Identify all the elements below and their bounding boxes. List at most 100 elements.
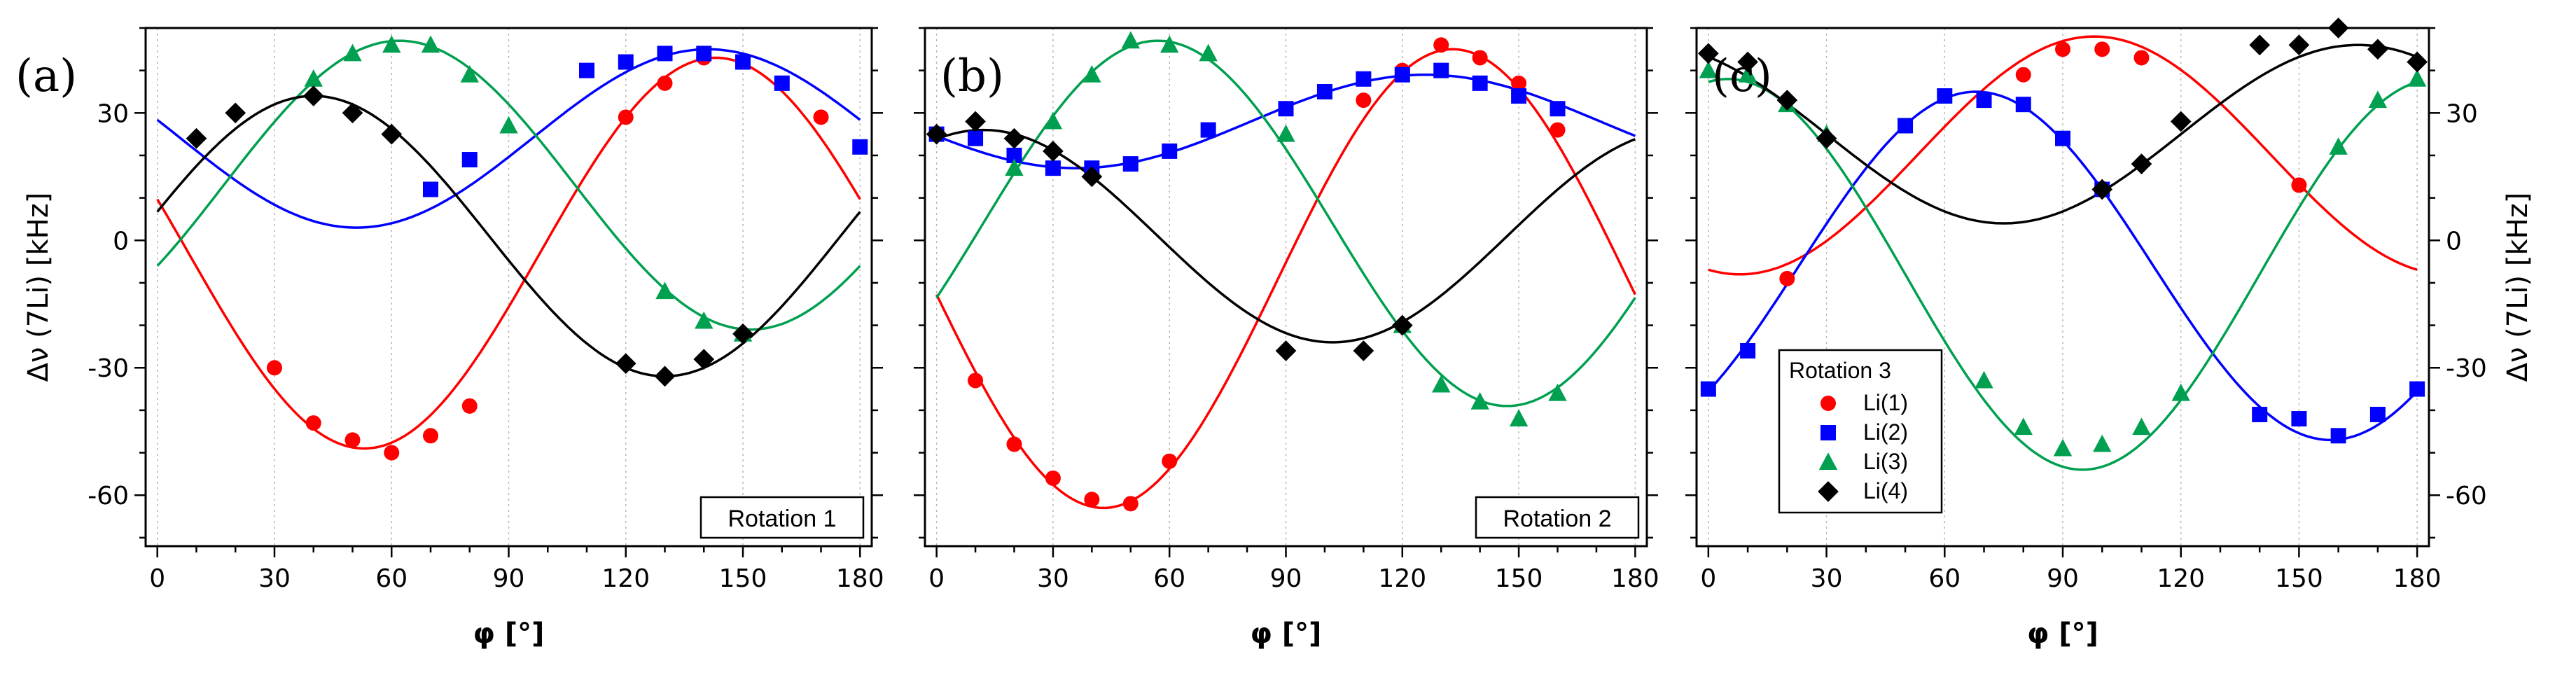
panel-b: 0 30 60 90 120 150 180 φ [°] (b) Rotation 2 — [914, 27, 1659, 650]
data-point-li2 — [422, 181, 438, 197]
x-tick-label: 0 — [928, 564, 945, 593]
x-tick-label: 0 — [1700, 564, 1716, 593]
data-point-li2 — [1122, 156, 1139, 172]
y-tick-label: -30 — [2446, 354, 2487, 383]
data-point-li3 — [1082, 64, 1101, 83]
legend-marker — [1820, 425, 1836, 440]
x-tick-label: 90 — [2047, 564, 2079, 593]
data-point-li3 — [1738, 64, 1757, 83]
data-point-li2 — [1976, 92, 1992, 109]
data-point-li4 — [1776, 90, 1798, 111]
y-tick-label: -60 — [88, 482, 129, 510]
data-point-li4 — [2367, 39, 2388, 60]
x-tick-label: 120 — [601, 564, 650, 593]
data-point-li1 — [1779, 270, 1795, 286]
data-point-li2 — [1394, 67, 1410, 83]
data-point-li3 — [1199, 43, 1218, 62]
data-point-li4 — [2288, 34, 2310, 56]
data-point-li4 — [693, 349, 715, 370]
x-tick-label: 0 — [149, 564, 165, 593]
data-point-li1 — [2133, 50, 2150, 66]
x-tick-label: 120 — [2157, 564, 2205, 593]
data-point-li2 — [968, 130, 984, 146]
panel-c: 0 30 60 90 120 150 180 -60 -30 0 30 φ [°] Δν (7Li) [… — [1685, 18, 2534, 650]
data-point-li2 — [1550, 101, 1566, 117]
data-point-li3 — [2368, 90, 2388, 109]
data-point-li4 — [186, 127, 207, 149]
y-tick-label: 30 — [2446, 99, 2478, 128]
data-point-li3 — [499, 116, 518, 134]
annotation-box — [699, 496, 865, 539]
x-tick-label: 180 — [2393, 564, 2442, 593]
data-point-li4 — [615, 353, 636, 375]
x-tick-label: 90 — [493, 564, 525, 593]
y-tick-label: -60 — [2446, 482, 2487, 510]
data-point-li2 — [2015, 97, 2031, 113]
data-point-li3 — [421, 35, 440, 53]
data-point-li1 — [461, 398, 478, 414]
data-point-li3 — [1043, 111, 1063, 130]
data-point-li1 — [305, 415, 321, 431]
x-tick-label: 30 — [1037, 564, 1069, 593]
legend-entry: Li(3) — [1863, 449, 1908, 474]
data-point-li4 — [1081, 166, 1103, 188]
data-point-li3 — [1509, 409, 1529, 427]
data-point-li3 — [1548, 383, 1567, 401]
x-tick-label: 30 — [1811, 564, 1843, 593]
data-point-li4 — [1275, 340, 1297, 361]
data-point-li4 — [2249, 34, 2271, 56]
annotation-label: Rotation 2 — [1503, 506, 1612, 532]
legend-marker — [1820, 396, 1836, 411]
data-point-li4 — [1353, 340, 1374, 361]
data-point-li1 — [1045, 470, 1061, 486]
panel-label: (b) — [940, 50, 1004, 102]
data-point-li3 — [1276, 124, 1295, 142]
data-point-li1 — [813, 109, 829, 125]
data-point-li2 — [461, 152, 478, 168]
x-tick-label: 120 — [1378, 564, 1426, 593]
panel-label: (a) — [15, 50, 77, 102]
data-point-li1 — [968, 373, 984, 389]
data-point-li4 — [965, 111, 986, 132]
data-point-li2 — [1006, 147, 1022, 163]
x-tick-label: 150 — [2275, 564, 2323, 593]
data-point-li1 — [1006, 436, 1022, 452]
data-point-li2 — [1356, 71, 1372, 87]
y-tick-label: -30 — [88, 354, 129, 383]
x-axis-title: φ [°] — [473, 618, 545, 650]
panel-label: (c) — [1712, 50, 1772, 102]
data-point-li4 — [302, 85, 324, 106]
legend-entry: Li(4) — [1863, 478, 1908, 503]
data-point-li4 — [381, 123, 403, 145]
data-point-li4 — [1003, 127, 1025, 149]
x-tick-label: 150 — [1495, 564, 1543, 593]
data-point-li1 — [1162, 453, 1178, 469]
data-point-li3 — [1121, 31, 1140, 49]
x-tick-label: 180 — [1611, 564, 1659, 593]
data-point-li4 — [1698, 43, 1719, 64]
data-point-li4 — [2170, 111, 2192, 132]
data-point-li2 — [2409, 381, 2425, 397]
x-tick-label: 180 — [836, 564, 884, 593]
data-point-li3 — [2171, 383, 2190, 401]
x-tick-label: 60 — [1928, 564, 1961, 593]
data-point-li4 — [1816, 127, 1837, 149]
data-point-li1 — [266, 360, 282, 376]
data-point-li1 — [344, 432, 361, 448]
data-point-li1 — [1550, 122, 1566, 138]
data-point-li2 — [2369, 406, 2386, 422]
y-axis-title: Δν (7Li) [kHz] — [2502, 193, 2534, 382]
x-tick-label: 150 — [719, 564, 767, 593]
data-point-li3 — [1975, 370, 1993, 389]
data-point-li3 — [2053, 438, 2073, 457]
data-point-li4 — [2131, 153, 2152, 174]
data-point-li2 — [696, 46, 712, 62]
fit-curve-li2 — [156, 48, 861, 229]
data-point-li2 — [1700, 381, 1716, 397]
data-point-li3 — [695, 311, 713, 329]
data-point-li1 — [1472, 50, 1488, 66]
data-point-li3 — [343, 43, 362, 62]
data-point-li1 — [618, 109, 634, 125]
data-point-li4 — [225, 102, 246, 124]
